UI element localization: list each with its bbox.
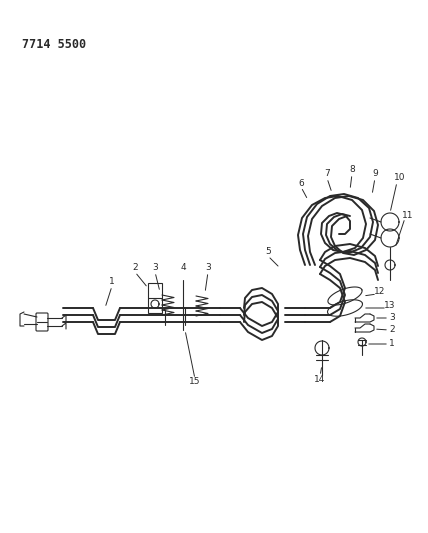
Text: 11: 11 [402,211,414,220]
Text: 2: 2 [389,326,395,335]
Text: 14: 14 [314,376,326,384]
Text: 9: 9 [372,169,378,179]
Text: 7714 5500: 7714 5500 [22,38,86,51]
Text: 3: 3 [205,263,211,272]
Text: 3: 3 [152,263,158,272]
Text: 1: 1 [109,278,115,287]
Text: 12: 12 [374,287,386,296]
Text: 4: 4 [180,263,186,272]
Text: 3: 3 [389,313,395,322]
Text: 5: 5 [265,247,271,256]
Text: 1: 1 [389,340,395,349]
Text: 10: 10 [394,174,406,182]
Text: 2: 2 [132,263,138,272]
Text: 8: 8 [349,166,355,174]
Bar [148,283,162,313]
Text: 6: 6 [298,179,304,188]
Text: 7: 7 [324,169,330,179]
Text: 15: 15 [189,377,201,386]
Text: 13: 13 [384,302,396,311]
